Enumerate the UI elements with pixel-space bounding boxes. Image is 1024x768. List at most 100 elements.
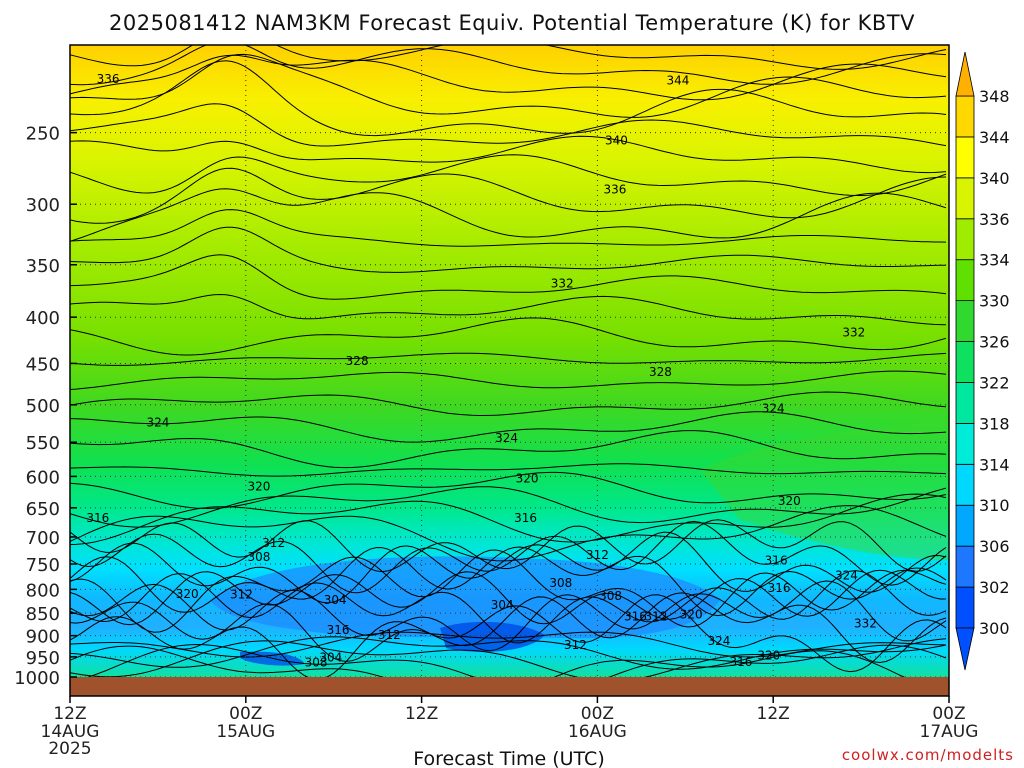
contour-label-text: 312 [378, 628, 401, 642]
colorbar-segment [955, 545, 975, 588]
contour-label-text: 320 [516, 471, 539, 485]
contour-line [86, 643, 947, 677]
contour-label-text: 312 [262, 536, 285, 550]
contour-line [70, 135, 947, 174]
contour-line [70, 45, 947, 86]
colorbar-tick-label: 334 [979, 251, 1010, 270]
y-tick-label: 250 [26, 124, 60, 145]
colorbar-tick-label: 340 [979, 169, 1010, 188]
contour-label-text: 324 [835, 568, 858, 582]
y-tick-label: 700 [26, 528, 60, 549]
contour-line [70, 493, 947, 546]
colorbar-segment [955, 300, 975, 342]
contour-label-text: 316 [86, 511, 109, 525]
contour-label-text: 304 [319, 650, 342, 664]
warm-patch [700, 420, 949, 560]
colorbar-arrow-bottom [955, 627, 975, 671]
contour-label: 332 [842, 326, 865, 340]
contour-line [70, 569, 946, 626]
contour-line [70, 520, 947, 594]
contour-label: 312 [230, 588, 253, 602]
contour-label-text: 308 [248, 550, 271, 564]
contour-label-text: 320 [757, 649, 780, 663]
contour-label: 308 [599, 589, 622, 603]
y-tick-label: 400 [26, 308, 60, 329]
x-tick-sublabel: 2025 [48, 739, 91, 759]
contour-label: 316 [86, 511, 109, 525]
y-tick-label: 450 [26, 354, 60, 375]
contour-line [70, 188, 947, 242]
contour-label: 320 [757, 649, 780, 663]
y-tick-label: 950 [26, 648, 60, 669]
contour-label-text: 316 [624, 609, 647, 623]
x-tick-label: 12Z [405, 704, 438, 724]
ground-bar [70, 677, 949, 696]
contour-label-text: 324 [708, 634, 731, 648]
contour-label-text: 324 [762, 402, 785, 416]
contour-label: 304 [491, 598, 514, 612]
contour-label: 320 [176, 587, 199, 601]
contour-line [70, 636, 947, 670]
contour-line [70, 531, 947, 604]
contour-line [70, 592, 947, 664]
x-tick-label: 00Z [581, 704, 614, 724]
colorbar-tick-label: 318 [979, 414, 1010, 433]
contour-label: 308 [549, 576, 572, 590]
contour-label: 312 [645, 609, 668, 623]
y-tick-label: 800 [26, 580, 60, 601]
contour-label-text: 316 [514, 511, 537, 525]
contour-line [70, 580, 947, 652]
contour-label: 312 [378, 628, 401, 642]
y-tick-label: 500 [26, 396, 60, 417]
colorbar-segment [955, 586, 975, 629]
contour-label-text: 308 [599, 589, 622, 603]
x-tick-label: 00Z [229, 704, 262, 724]
colorbar-tick-label: 306 [979, 537, 1010, 556]
contour-label-text: 316 [765, 553, 788, 567]
plot-frame [69, 44, 950, 697]
contour-line [70, 226, 947, 273]
colorbar-tick-label: 310 [979, 496, 1010, 515]
contour-label: 312 [564, 638, 587, 652]
contour-label-text: 316 [730, 655, 753, 669]
colorbar-tick-label: 348 [979, 87, 1010, 106]
colorbar-segment [955, 422, 975, 465]
contour-line [70, 430, 947, 469]
contour-label-text: 332 [842, 326, 865, 340]
chart-title: 2025081412 NAM3KM Forecast Equiv. Potent… [109, 11, 915, 35]
contour-label: 332 [854, 617, 877, 631]
contour-label: 324 [146, 415, 169, 429]
contour-label: 324 [708, 634, 731, 648]
contour-label-text: 316 [327, 623, 350, 637]
contour-label: 312 [586, 548, 609, 562]
contour-label-text: 344 [667, 74, 690, 88]
colorbar-arrow-top [955, 51, 975, 97]
x-tick-label: 12Z [757, 704, 790, 724]
contour-label: 336 [604, 183, 627, 197]
contour-line [70, 317, 947, 356]
contour-line [70, 463, 947, 477]
contour-line [70, 471, 947, 510]
contour-line [70, 594, 947, 677]
colorbar-segment [955, 382, 975, 424]
contour-label: 304 [324, 593, 347, 607]
contour-label-text: 336 [604, 183, 627, 197]
plot-area: 336 344 340 336 332 332 328 328 324 324 324 320 320 3… [69, 44, 950, 697]
contour-label-text: 336 [97, 72, 120, 86]
colorbar-segment [955, 504, 975, 547]
contour-label: 324 [495, 431, 518, 445]
colorbar-tick-label: 326 [979, 333, 1010, 352]
y-tick-label: 900 [26, 627, 60, 648]
x-tick-sublabel: 14AUG [41, 722, 100, 742]
contour-label: 320 [778, 494, 801, 508]
cold-pool-patch [440, 621, 545, 652]
contour-line [70, 370, 947, 390]
colorbar-segment [955, 463, 975, 506]
y-tick-label: 750 [26, 555, 60, 576]
x-tick-label: 00Z [932, 704, 965, 724]
x-tick-sublabel: 15AUG [216, 722, 275, 742]
contour-label: 336 [97, 72, 120, 86]
contour-label: 316 [514, 511, 537, 525]
contour-line [70, 411, 947, 443]
